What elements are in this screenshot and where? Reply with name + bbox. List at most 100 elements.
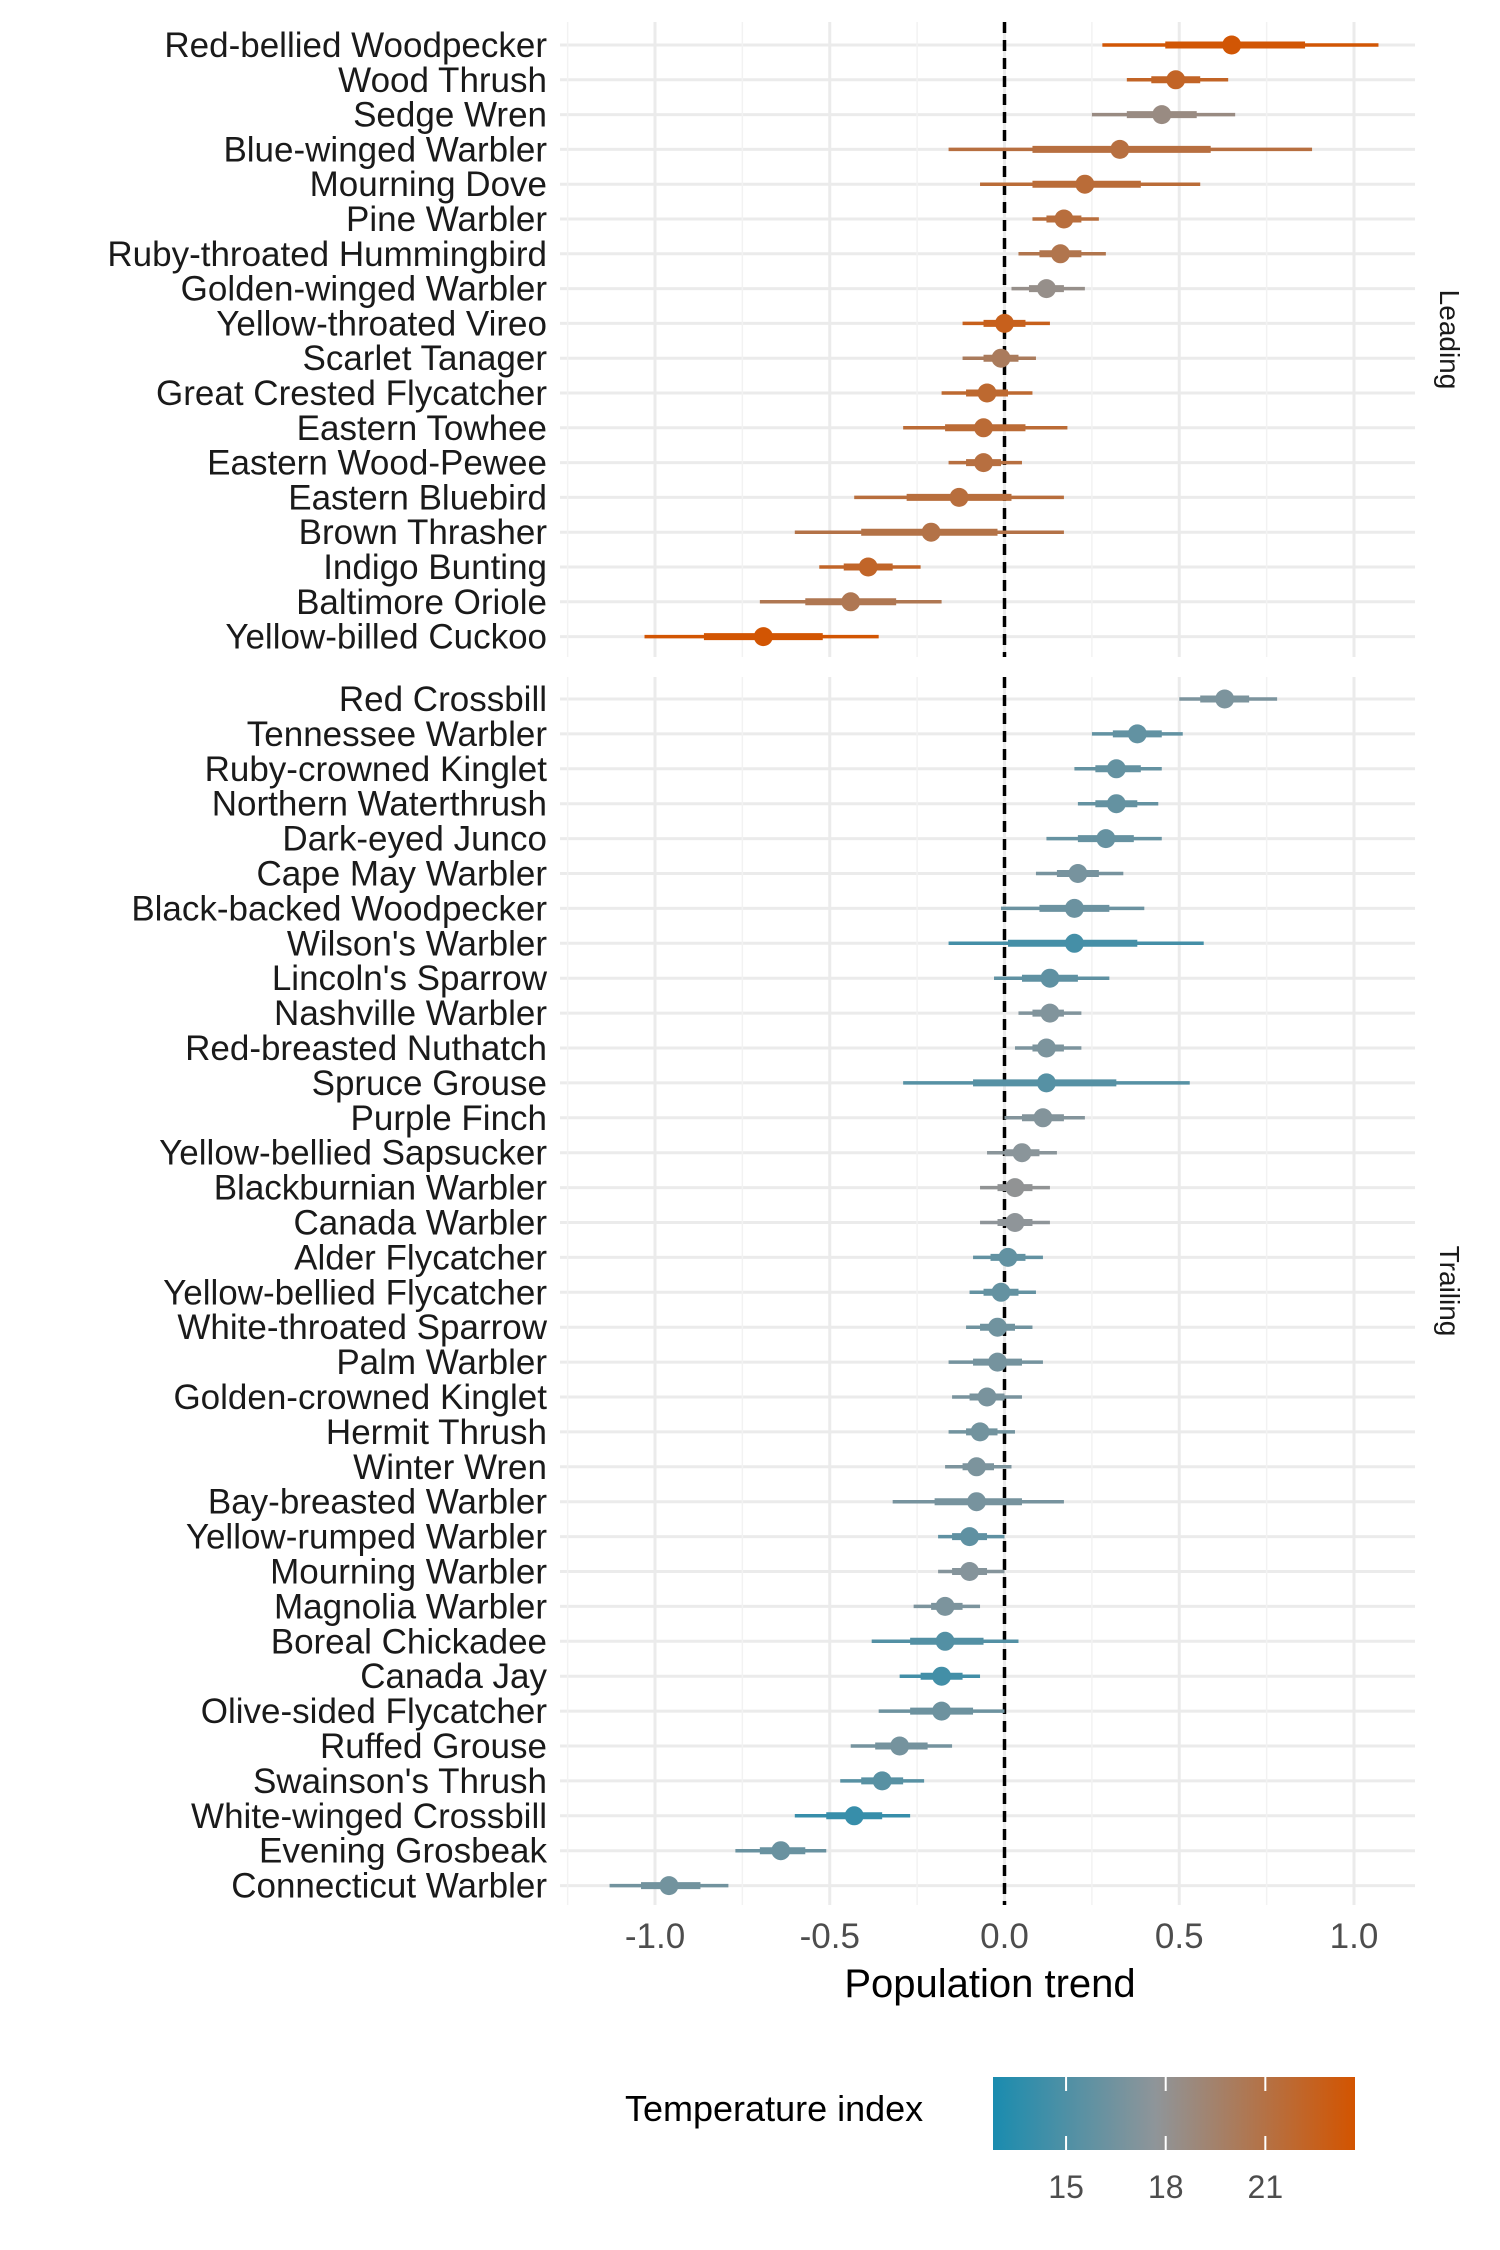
- estimate-point: [872, 1771, 892, 1791]
- species-label: Canada Jay: [360, 1657, 547, 1696]
- x-tick-label: 0.5: [1155, 1917, 1204, 1956]
- grid-lines: [560, 22, 1415, 1905]
- legend-tick-label: 21: [1248, 2169, 1284, 2205]
- estimate-point: [1040, 968, 1060, 988]
- estimate-point: [1152, 105, 1172, 125]
- facet-strips: Leading Trailing: [1434, 290, 1465, 1337]
- species-label: White-throated Sparrow: [177, 1308, 547, 1347]
- estimate-point: [753, 627, 773, 647]
- estimate-point: [949, 487, 969, 507]
- estimate-point: [988, 1352, 1008, 1372]
- species-label: Ruby-crowned Kinglet: [205, 750, 548, 789]
- estimate-point: [1036, 279, 1056, 299]
- species-label: Bay-breasted Warbler: [208, 1483, 547, 1522]
- species-label: Mourning Dove: [310, 165, 547, 204]
- species-label: Winter Wren: [353, 1448, 547, 1487]
- species-label: Wilson's Warbler: [287, 924, 547, 963]
- species-label: Indigo Bunting: [323, 548, 547, 587]
- estimate-point: [974, 453, 994, 473]
- species-label: Mourning Warbler: [270, 1553, 547, 1592]
- facet-strip-label: Trailing: [1434, 1246, 1465, 1337]
- estimate-point: [1110, 139, 1130, 159]
- species-label: Palm Warbler: [336, 1343, 547, 1382]
- species-label: Boreal Chickadee: [271, 1622, 547, 1661]
- species-label: Scarlet Tanager: [302, 339, 547, 378]
- species-label: Cape May Warbler: [257, 855, 548, 894]
- species-label: White-winged Crossbill: [191, 1797, 547, 1836]
- estimate-point: [960, 1562, 980, 1581]
- x-axis-title: Population trend: [844, 1962, 1135, 2006]
- species-label: Evening Grosbeak: [259, 1832, 547, 1871]
- species-label: Yellow-rumped Warbler: [186, 1518, 548, 1557]
- species-label: Olive-sided Flycatcher: [201, 1692, 548, 1731]
- species-label: Great Crested Flycatcher: [156, 374, 547, 413]
- estimate-point: [960, 1527, 980, 1547]
- estimate-point: [991, 348, 1011, 368]
- estimate-point: [1096, 829, 1116, 849]
- species-label: Eastern Bluebird: [288, 478, 547, 517]
- estimate-point: [1064, 933, 1084, 953]
- species-label: Ruffed Grouse: [320, 1727, 547, 1766]
- estimate-point: [1075, 174, 1095, 194]
- estimate-point: [977, 383, 997, 403]
- species-label: Dark-eyed Junco: [282, 820, 547, 859]
- estimate-point: [1106, 794, 1126, 814]
- estimate-point: [998, 1247, 1018, 1267]
- species-label: Red-bellied Woodpecker: [164, 26, 547, 65]
- species-label: Spruce Grouse: [312, 1064, 547, 1103]
- x-tick-label: -0.5: [800, 1917, 860, 1956]
- estimate-point: [1036, 1073, 1056, 1093]
- species-label: Ruby-throated Hummingbird: [107, 235, 547, 274]
- estimate-point: [1050, 244, 1070, 264]
- species-label: Golden-winged Warbler: [181, 270, 548, 309]
- estimate-point: [890, 1736, 910, 1756]
- estimate-point: [659, 1876, 679, 1896]
- estimate-point: [967, 1492, 987, 1512]
- estimate-point: [988, 1317, 1008, 1337]
- estimate-point: [771, 1841, 791, 1861]
- estimate-point: [1166, 70, 1186, 90]
- species-label: Wood Thrush: [338, 61, 547, 100]
- species-label: Yellow-bellied Flycatcher: [163, 1273, 547, 1312]
- estimate-point: [1064, 898, 1084, 918]
- estimate-point: [1222, 35, 1242, 55]
- species-label: Eastern Wood-Pewee: [207, 444, 547, 483]
- x-axis: Population trend -1.0 -0.5 0.0 0.5 1.0: [625, 1917, 1378, 2006]
- species-label: Sedge Wren: [353, 96, 547, 135]
- species-label: Eastern Towhee: [297, 409, 547, 448]
- legend-colorbar: [993, 2077, 1355, 2150]
- species-label: Red-breasted Nuthatch: [185, 1029, 547, 1068]
- facet-strip-label: Leading: [1434, 290, 1465, 390]
- estimate-point: [977, 1387, 997, 1407]
- estimate-point: [844, 1806, 864, 1826]
- species-label: Black-backed Woodpecker: [131, 889, 547, 928]
- estimate-point: [932, 1666, 952, 1686]
- estimate-point: [1106, 759, 1126, 779]
- interval-marks: [609, 35, 1379, 1896]
- estimate-point: [841, 592, 861, 612]
- species-label: Swainson's Thrush: [253, 1762, 547, 1801]
- x-tick-label: 1.0: [1330, 1917, 1379, 1956]
- estimate-point: [1068, 864, 1088, 883]
- estimate-point: [970, 1422, 990, 1442]
- species-label: Pine Warbler: [346, 200, 547, 239]
- estimate-point: [935, 1596, 955, 1616]
- estimate-point: [1005, 1213, 1025, 1232]
- species-label: Red Crossbill: [339, 680, 547, 719]
- species-label: Lincoln's Sparrow: [272, 959, 548, 998]
- species-label: Blue-winged Warbler: [223, 130, 547, 169]
- estimate-point: [1215, 689, 1235, 709]
- species-label: Baltimore Oriole: [296, 583, 547, 622]
- estimate-point: [967, 1457, 987, 1477]
- species-label: Tennessee Warbler: [247, 715, 548, 754]
- estimate-point: [1005, 1178, 1025, 1198]
- species-label: Nashville Warbler: [274, 994, 547, 1033]
- species-label: Alder Flycatcher: [294, 1238, 547, 1277]
- x-tick-label: -1.0: [625, 1917, 685, 1956]
- species-label: Brown Thrasher: [299, 513, 548, 552]
- estimate-point: [935, 1631, 955, 1651]
- estimate-point: [1036, 1038, 1056, 1058]
- species-label: Yellow-bellied Sapsucker: [159, 1134, 547, 1173]
- estimate-point: [995, 313, 1014, 333]
